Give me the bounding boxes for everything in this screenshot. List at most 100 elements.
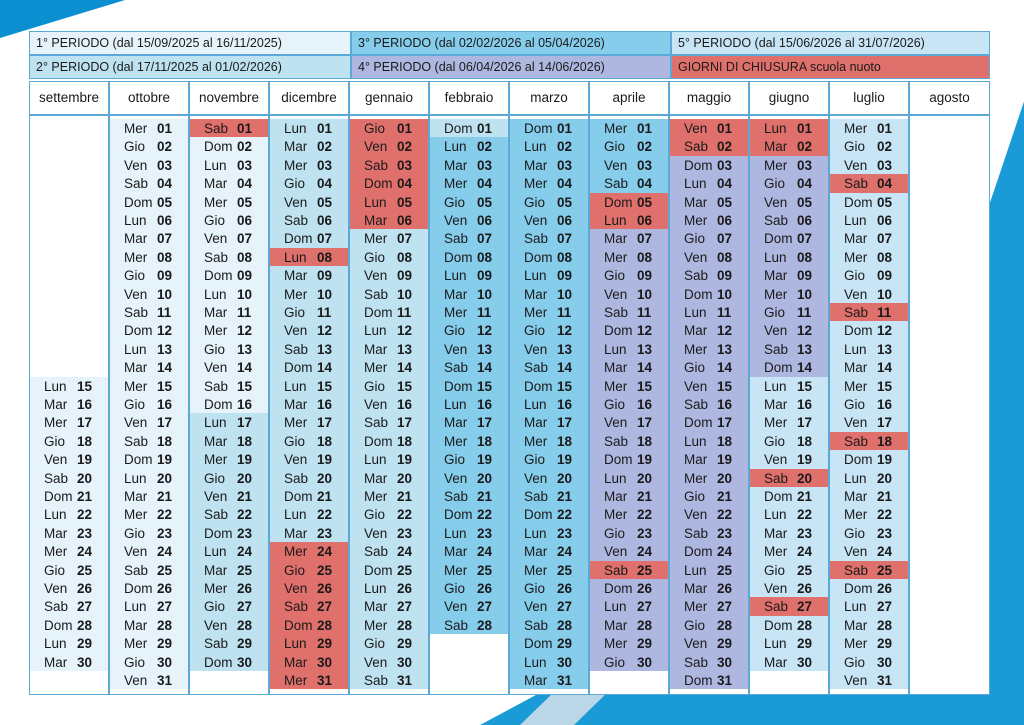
- day-number: 03: [237, 157, 253, 173]
- month-column-marzo: Dom 01 Lun 02 Mar 03 Mer 04 Gio 05 Ven 06 Sab 07 Dom 08…: [509, 115, 589, 695]
- day-number: 12: [237, 323, 253, 339]
- day-novembre-22: Sab 22: [190, 505, 268, 524]
- weekday-label: Ven: [844, 673, 868, 688]
- month-column-dicembre: Lun 01 Mar 02 Mer 03 Gio 04 Ven 05 Sab 06 Dom 07 Lun 08…: [269, 115, 349, 695]
- weekday-label: Lun: [124, 599, 147, 615]
- day-number: 22: [157, 507, 173, 523]
- day-marzo-30: Lun 30: [510, 652, 588, 671]
- day-ottobre-23: Gio 23: [110, 523, 188, 543]
- weekday-label: Mer: [444, 305, 468, 320]
- day-number: 22: [797, 507, 813, 523]
- day-number: 23: [557, 525, 573, 541]
- day-number: 18: [317, 433, 333, 449]
- day-novembre-25: Mar 25: [190, 560, 268, 579]
- weekday-label: Gio: [444, 452, 466, 468]
- weekday-label: Mar: [364, 470, 388, 486]
- weekday-label: Dom: [364, 562, 393, 578]
- weekday-label: Sab: [604, 176, 629, 192]
- day-luglio-22: Mer 22: [830, 505, 908, 524]
- day-number: 22: [77, 507, 93, 523]
- day-giugno-8: Lun 08: [750, 247, 828, 267]
- day-number: 27: [797, 599, 813, 615]
- day-number: 17: [77, 415, 93, 431]
- day-number: 17: [477, 415, 493, 431]
- day-number: 01: [397, 121, 413, 136]
- day-number: 25: [77, 562, 93, 578]
- day-number: 19: [157, 452, 173, 468]
- day-number: 28: [717, 617, 733, 633]
- day-febbraio-10: Mar 10: [430, 284, 508, 303]
- day-number: 25: [557, 562, 573, 578]
- day-novembre-6: Gio 06: [190, 211, 268, 230]
- weekday-label: Mer: [364, 231, 388, 247]
- day-aprile-7: Mar 07: [590, 229, 668, 248]
- weekday-label: Gio: [444, 194, 466, 210]
- weekday-label: Mar: [604, 231, 628, 247]
- weekday-label: Lun: [284, 378, 307, 394]
- day-luglio-3: Ven 03: [830, 155, 908, 175]
- weekday-label: Mer: [364, 360, 388, 376]
- period-legend: 1° PERIODO (dal 15/09/2025 al 16/11/2025…: [29, 31, 990, 79]
- legend-period-3: 3° PERIODO (dal 02/02/2026 al 05/04/2026…: [351, 31, 671, 55]
- day-number: 07: [237, 231, 253, 247]
- day-maggio-23: Sab 23: [670, 523, 748, 543]
- day-febbraio-3: Mar 03: [430, 155, 508, 175]
- weekday-label: Gio: [364, 121, 386, 136]
- weekday-label: Mer: [604, 378, 628, 394]
- day-ottobre-11: Sab 11: [110, 303, 188, 322]
- day-number: 01: [797, 121, 813, 136]
- day-maggio-8: Ven 08: [670, 247, 748, 267]
- day-dicembre-12: Ven 12: [270, 321, 348, 340]
- day-gennaio-10: Sab 10: [350, 284, 428, 303]
- day-aprile-15: Mer 15: [590, 376, 668, 395]
- day-marzo-19: Gio 19: [510, 450, 588, 469]
- weekday-label: Gio: [844, 525, 866, 541]
- day-gennaio-27: Mar 27: [350, 597, 428, 616]
- day-aprile-6: Lun 06: [590, 211, 668, 230]
- weekday-label: Mer: [524, 176, 548, 192]
- day-number: 15: [557, 378, 573, 394]
- day-number: 04: [237, 176, 253, 192]
- weekday-label: Sab: [44, 599, 69, 615]
- weekday-label: Mar: [764, 139, 788, 155]
- weekday-label: Ven: [524, 599, 548, 615]
- weekday-label: Lun: [44, 636, 67, 652]
- day-dicembre-3: Mer 03: [270, 155, 348, 175]
- weekday-label: Ven: [844, 415, 868, 431]
- weekday-label: Dom: [844, 452, 873, 468]
- month-header-dicembre: dicembre: [269, 81, 349, 115]
- weekday-label: Lun: [764, 249, 787, 265]
- day-number: 10: [157, 286, 173, 302]
- day-number: 09: [557, 268, 573, 284]
- weekday-label: Lun: [204, 157, 227, 173]
- day-number: 11: [397, 305, 412, 320]
- weekday-label: Mer: [124, 636, 148, 652]
- day-febbraio-7: Sab 07: [430, 229, 508, 248]
- day-ottobre-15: Mer 15: [110, 376, 188, 395]
- day-luglio-13: Lun 13: [830, 339, 908, 359]
- weekday-label: Sab: [524, 617, 549, 633]
- day-novembre-16: Dom 16: [190, 395, 268, 414]
- day-number: 09: [157, 268, 173, 284]
- day-number: 24: [77, 544, 93, 560]
- day-number: 13: [237, 341, 253, 357]
- weekday-label: Gio: [124, 268, 146, 284]
- weekday-label: Ven: [524, 470, 548, 486]
- background-shape-right: [985, 101, 1024, 725]
- day-number: 01: [477, 121, 493, 136]
- weekday-label: Sab: [844, 305, 869, 320]
- day-number: 22: [477, 507, 493, 523]
- weekday-label: Sab: [284, 341, 309, 357]
- day-number: 14: [797, 360, 813, 376]
- weekday-label: Gio: [44, 562, 66, 578]
- weekday-label: Mar: [284, 268, 308, 284]
- day-aprile-14: Mar 14: [590, 358, 668, 377]
- day-number: 14: [317, 360, 333, 376]
- weekday-label: Mer: [124, 378, 148, 394]
- weekday-label: Gio: [844, 268, 866, 284]
- day-number: 27: [557, 599, 573, 615]
- day-gennaio-24: Sab 24: [350, 542, 428, 561]
- day-aprile-9: Gio 09: [590, 266, 668, 285]
- weekday-label: Lun: [844, 341, 867, 357]
- weekday-label: Mer: [44, 415, 68, 431]
